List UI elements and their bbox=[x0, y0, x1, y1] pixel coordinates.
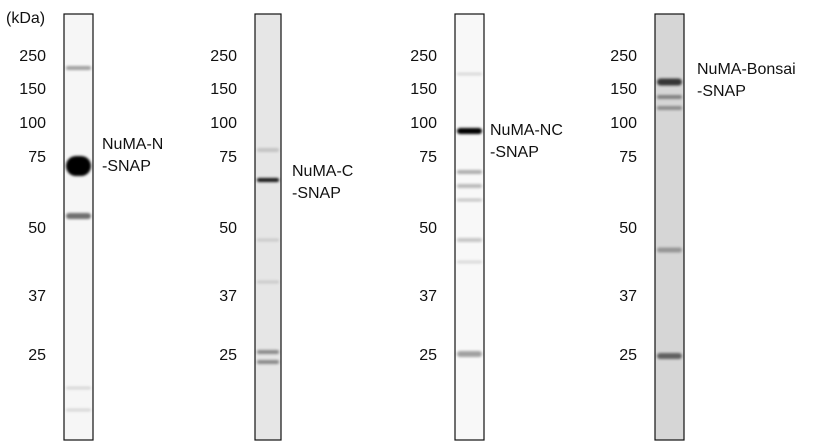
protein-label: -SNAP bbox=[292, 185, 341, 202]
gel-band bbox=[457, 238, 482, 242]
gel-band bbox=[457, 351, 482, 357]
gel-band bbox=[66, 409, 91, 412]
marker-label: 75 bbox=[219, 149, 237, 166]
gel-band bbox=[257, 178, 279, 182]
gel-lane bbox=[455, 14, 484, 440]
gel-band bbox=[457, 184, 482, 188]
marker-label: 25 bbox=[28, 347, 46, 364]
gel-band bbox=[457, 199, 482, 202]
protein-label: -SNAP bbox=[697, 83, 746, 100]
gel-band bbox=[257, 350, 279, 354]
gel-band bbox=[257, 239, 279, 242]
marker-label: 25 bbox=[219, 347, 237, 364]
protein-label: NuMA-N bbox=[102, 136, 163, 153]
gel-band bbox=[657, 79, 682, 86]
marker-label: 50 bbox=[619, 220, 637, 237]
marker-label: 37 bbox=[28, 288, 46, 305]
gel-band bbox=[66, 213, 91, 219]
protein-label: NuMA-NC bbox=[490, 122, 563, 139]
marker-label: 50 bbox=[28, 220, 46, 237]
marker-label: 250 bbox=[19, 48, 46, 65]
gel-band bbox=[257, 360, 279, 364]
marker-label: 75 bbox=[28, 149, 46, 166]
gel-lane bbox=[655, 14, 684, 440]
marker-label: 150 bbox=[210, 81, 237, 98]
gel-band bbox=[657, 248, 682, 253]
protein-label: -SNAP bbox=[490, 144, 539, 161]
gel-lane bbox=[64, 14, 93, 440]
marker-label: 150 bbox=[19, 81, 46, 98]
marker-label: 75 bbox=[619, 149, 637, 166]
gel-band bbox=[457, 128, 482, 134]
gel-band bbox=[657, 106, 682, 110]
gel-band bbox=[457, 170, 482, 174]
marker-label: 25 bbox=[419, 347, 437, 364]
marker-label: 250 bbox=[210, 48, 237, 65]
marker-label: 250 bbox=[610, 48, 637, 65]
gel-band bbox=[457, 73, 482, 76]
figure: (kDa) 250 150 100 75 50 37 25 NuMA-N -SNAP 250 150… bbox=[0, 0, 816, 448]
gel-band bbox=[257, 148, 279, 152]
marker-label: 37 bbox=[219, 288, 237, 305]
gel-band bbox=[657, 353, 682, 359]
marker-label: 100 bbox=[210, 115, 237, 132]
marker-label: 250 bbox=[410, 48, 437, 65]
gel-band bbox=[457, 261, 482, 264]
unit-label: (kDa) bbox=[6, 10, 45, 27]
marker-label: 50 bbox=[219, 220, 237, 237]
protein-label: -SNAP bbox=[102, 158, 151, 175]
marker-label: 100 bbox=[610, 115, 637, 132]
marker-label: 150 bbox=[610, 81, 637, 98]
gel-lane bbox=[255, 14, 281, 440]
gel-band bbox=[66, 66, 91, 70]
gel-band bbox=[257, 281, 279, 284]
marker-label: 150 bbox=[410, 81, 437, 98]
marker-label: 25 bbox=[619, 347, 637, 364]
marker-label: 37 bbox=[619, 288, 637, 305]
marker-label: 100 bbox=[19, 115, 46, 132]
protein-label: NuMA-C bbox=[292, 163, 353, 180]
marker-label: 100 bbox=[410, 115, 437, 132]
marker-label: 50 bbox=[419, 220, 437, 237]
gel-band bbox=[657, 95, 682, 99]
gel-band bbox=[66, 156, 91, 176]
gel-band bbox=[66, 387, 91, 390]
marker-label: 75 bbox=[419, 149, 437, 166]
protein-label: NuMA-Bonsai bbox=[697, 61, 796, 78]
marker-label: 37 bbox=[419, 288, 437, 305]
